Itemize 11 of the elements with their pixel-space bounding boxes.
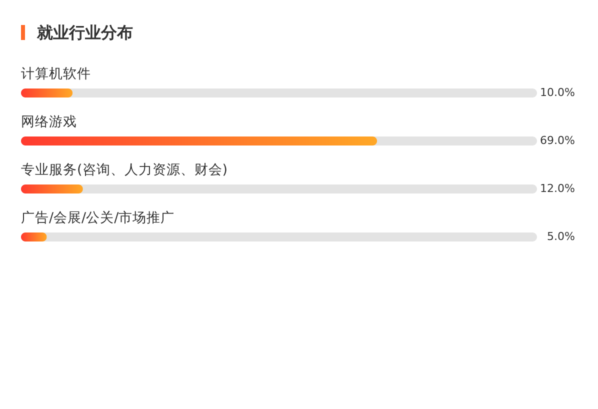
data-label: 5.0% — [547, 230, 575, 243]
bar — [21, 88, 73, 98]
data-label: 69.0% — [540, 134, 575, 147]
chart-title: 就业行业分布 — [36, 23, 133, 42]
bar — [21, 184, 83, 194]
y-tick-label: 广告/会展/公关/市场推广 — [21, 210, 175, 226]
y-tick-label: 网络游戏 — [21, 114, 77, 130]
y-tick-label: 专业服务(咨询、人力资源、财会) — [21, 162, 228, 178]
y-tick-label: 计算机软件 — [21, 66, 91, 82]
data-label: 10.0% — [540, 86, 575, 99]
data-label: 12.0% — [540, 182, 575, 195]
